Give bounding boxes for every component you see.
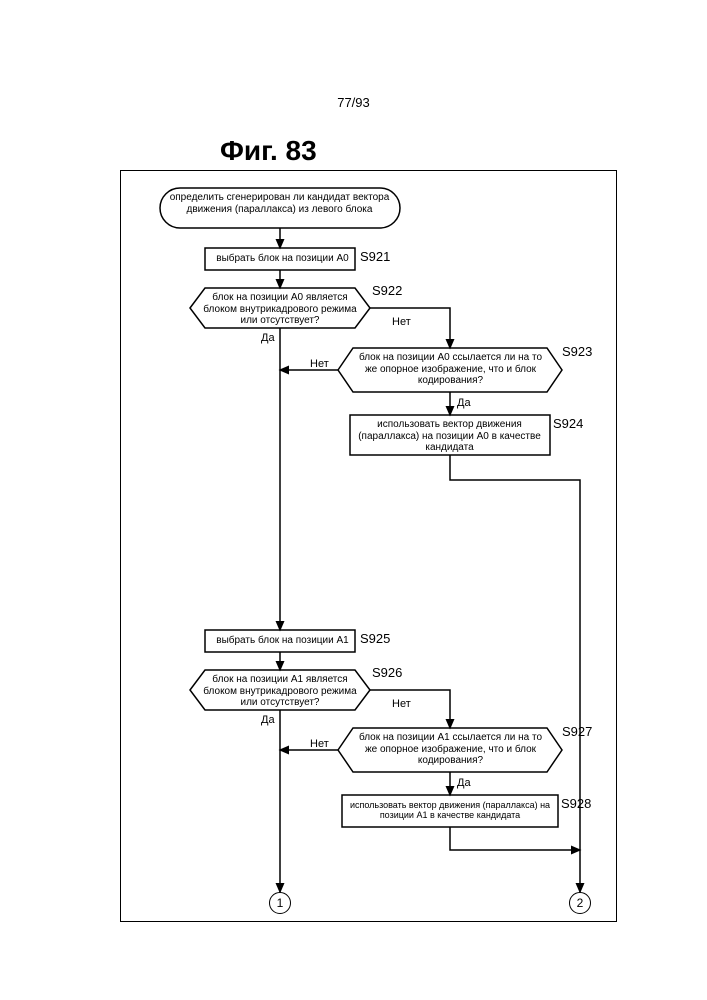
s926-node: блок на позиции A1 является блоком внутр… (200, 674, 360, 709)
connector-1: 1 (269, 892, 291, 914)
s923-node: блок на позиции A0 ссылается ли на то же… (353, 352, 548, 387)
s925-label: S925 (360, 631, 390, 646)
s923-yes: Да (457, 397, 471, 409)
figure-title: Фиг. 83 (220, 135, 317, 167)
s923-no: Нет (310, 358, 329, 370)
s927-label: S927 (562, 724, 592, 739)
s922-yes: Да (261, 332, 275, 344)
s923-label: S923 (562, 344, 592, 359)
s922-no: Нет (392, 316, 411, 328)
s928-node: использовать вектор движения (параллакса… (345, 800, 555, 821)
s927-no: Нет (310, 738, 329, 750)
start-node: определить сгенерирован ли кандидат вект… (162, 192, 397, 215)
s926-label: S926 (372, 665, 402, 680)
s922-node: блок на позиции A0 является блоком внутр… (200, 292, 360, 327)
s924-label: S924 (553, 416, 583, 431)
s927-yes: Да (457, 777, 471, 789)
s922-label: S922 (372, 283, 402, 298)
s926-yes: Да (261, 714, 275, 726)
connector-2: 2 (569, 892, 591, 914)
s921-label: S921 (360, 249, 390, 264)
s928-label: S928 (561, 796, 591, 811)
s927-node: блок на позиции A1 ссылается ли на то же… (353, 732, 548, 767)
s925-node: выбрать блок на позиции A1 (210, 635, 355, 647)
s921-node: выбрать блок на позиции A0 (210, 253, 355, 265)
s926-no: Нет (392, 698, 411, 710)
s924-node: использовать вектор движения (параллакса… (352, 419, 547, 454)
page-number: 77/93 (337, 95, 370, 110)
